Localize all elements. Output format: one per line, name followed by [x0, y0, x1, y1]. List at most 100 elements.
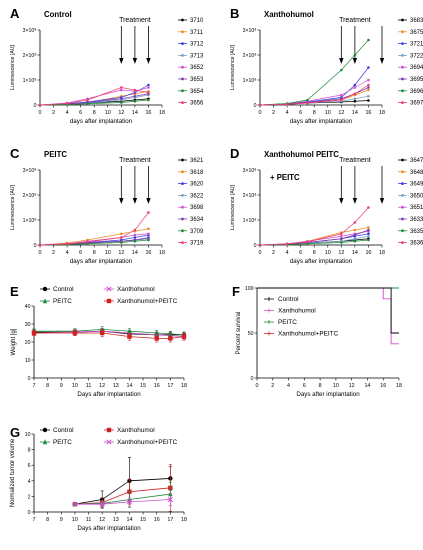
legend-label: 3695: [410, 77, 423, 83]
survival-curve: [257, 287, 399, 334]
data-point: [367, 232, 370, 236]
data-point: [99, 330, 105, 336]
x-tick-label: 13: [113, 383, 119, 389]
legend-marker: [42, 427, 48, 433]
legend-marker: [401, 89, 404, 93]
legend-label: 3633: [410, 217, 423, 223]
x-tick-label: 8: [93, 250, 96, 256]
x-tick-label: 14: [126, 517, 132, 523]
legend-label: Xanthohumol+PEITC: [278, 331, 339, 338]
data-point: [120, 241, 123, 244]
x-tick-label: 12: [338, 250, 344, 256]
legend-marker: [401, 170, 404, 174]
x-tick-label: 6: [303, 383, 306, 389]
legend-label: 3648: [410, 170, 423, 176]
y-tick-label: 0: [28, 510, 31, 516]
legend-label: 3721: [410, 42, 423, 48]
legend-label: 3635: [410, 229, 423, 235]
x-tick-label: 2: [52, 250, 55, 256]
treatment-label: Treatment: [119, 157, 151, 164]
series-line: [259, 39, 369, 106]
data-point: [147, 211, 150, 214]
legend-label: 3647: [410, 158, 423, 164]
legend-label: 3697: [410, 101, 423, 107]
x-tick-label: 4: [287, 383, 290, 389]
x-tick-label: 10: [325, 250, 331, 256]
data-point: [353, 97, 357, 101]
legend-label: Xanthohumol: [278, 308, 316, 315]
legend-marker: [106, 286, 112, 292]
panel-title-line2: + PEITC: [270, 173, 300, 182]
x-tick-label: 2: [52, 110, 55, 116]
data-point: [133, 239, 137, 243]
x-tick-label: 18: [181, 383, 187, 389]
x-tick-label: 0: [259, 110, 262, 116]
y-tick-label: 10: [25, 432, 31, 438]
y-tick-label: 2×10⁸: [243, 53, 257, 59]
y-tick-label: 0: [251, 376, 254, 382]
data-point: [167, 496, 173, 503]
legend-label: 3656: [190, 101, 204, 107]
y-tick-label: 30: [25, 322, 31, 328]
x-tick-label: 14: [352, 250, 358, 256]
x-tick-label: 12: [118, 110, 124, 116]
y-axis-label: Normalized tumor volume: [10, 438, 16, 507]
x-tick-label: 15: [140, 517, 146, 523]
legend-label: 3694: [410, 65, 423, 71]
legend-marker: [401, 77, 404, 81]
data-point: [147, 86, 150, 89]
x-tick-label: 18: [379, 250, 385, 256]
x-tick-label: 6: [79, 110, 82, 116]
legend-marker: [181, 170, 184, 174]
legend-label: 3620: [190, 182, 204, 188]
x-tick-label: 18: [159, 250, 165, 256]
legend-label: 3711: [190, 30, 204, 36]
data-point: [258, 243, 262, 247]
x-tick-label: 16: [154, 517, 160, 523]
x-axis-label: days after implantation: [70, 118, 133, 125]
legend-marker: [106, 298, 112, 304]
data-point: [133, 233, 137, 237]
panel-title: Xanthohumol PEITC: [264, 150, 339, 159]
treatment-arrowhead: [352, 198, 358, 204]
panel-letter: A: [10, 6, 20, 21]
legend-marker: [401, 30, 404, 34]
y-tick-label: 1×10⁸: [23, 218, 37, 224]
y-tick-label: 2×10⁸: [23, 193, 37, 199]
y-tick-label: 40: [25, 304, 31, 310]
data-point: [147, 232, 150, 236]
data-point: [133, 94, 137, 98]
data-point: [340, 234, 343, 238]
legend-marker: [42, 298, 48, 304]
data-point: [181, 334, 187, 339]
legend-marker: [181, 30, 184, 34]
x-tick-label: 9: [60, 383, 63, 389]
legend-label: PEITC: [278, 319, 297, 326]
y-tick-label: 1×10⁸: [243, 218, 257, 224]
legend-marker: [106, 439, 112, 445]
y-tick-label: 2×10⁸: [23, 53, 37, 59]
y-tick-label: 100: [245, 286, 254, 292]
series-line: [39, 87, 149, 106]
legend-marker: [181, 158, 184, 162]
y-tick-label: 0: [28, 376, 31, 382]
y-tick-label: 4: [28, 479, 31, 485]
y-tick-label: 10: [25, 358, 31, 364]
x-tick-label: 10: [105, 110, 111, 116]
x-tick-label: 16: [145, 110, 151, 116]
data-point: [367, 234, 370, 238]
panel-letter: B: [230, 6, 239, 21]
series-line: [259, 84, 369, 106]
y-axis-label: Luminescence [AU]: [230, 184, 236, 230]
data-point: [168, 336, 173, 341]
x-tick-label: 10: [325, 110, 331, 116]
legend-marker: [42, 439, 48, 445]
panel-letter: E: [10, 284, 19, 299]
data-point: [353, 221, 357, 224]
x-tick-label: 8: [313, 110, 316, 116]
x-tick-label: 16: [365, 110, 371, 116]
data-point: [306, 98, 309, 102]
x-tick-label: 17: [167, 383, 173, 389]
data-point: [133, 228, 137, 232]
data-point: [285, 242, 289, 246]
